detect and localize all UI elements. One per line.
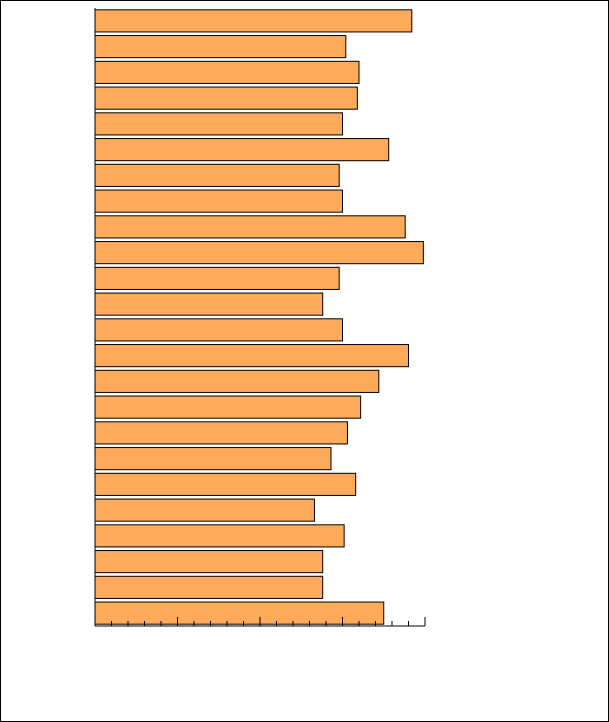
bar bbox=[94, 575, 324, 599]
bar bbox=[94, 9, 413, 33]
bar bbox=[94, 189, 343, 213]
bar bbox=[94, 241, 424, 265]
bar bbox=[94, 524, 345, 548]
bar bbox=[94, 35, 347, 59]
bar bbox=[94, 318, 343, 342]
bar bbox=[94, 86, 358, 110]
bar bbox=[94, 266, 340, 290]
bar bbox=[94, 395, 362, 419]
bar bbox=[94, 601, 385, 625]
bar bbox=[94, 421, 348, 445]
bar bbox=[94, 472, 357, 496]
bar bbox=[94, 292, 324, 316]
bar bbox=[94, 163, 340, 187]
bar bbox=[94, 344, 409, 368]
bar bbox=[94, 215, 406, 239]
bar bbox=[94, 112, 343, 136]
bar bbox=[94, 447, 332, 471]
bar bbox=[94, 138, 390, 162]
bar bbox=[94, 369, 380, 393]
bar bbox=[94, 550, 324, 574]
bar bbox=[94, 498, 315, 522]
bar bbox=[94, 60, 360, 84]
